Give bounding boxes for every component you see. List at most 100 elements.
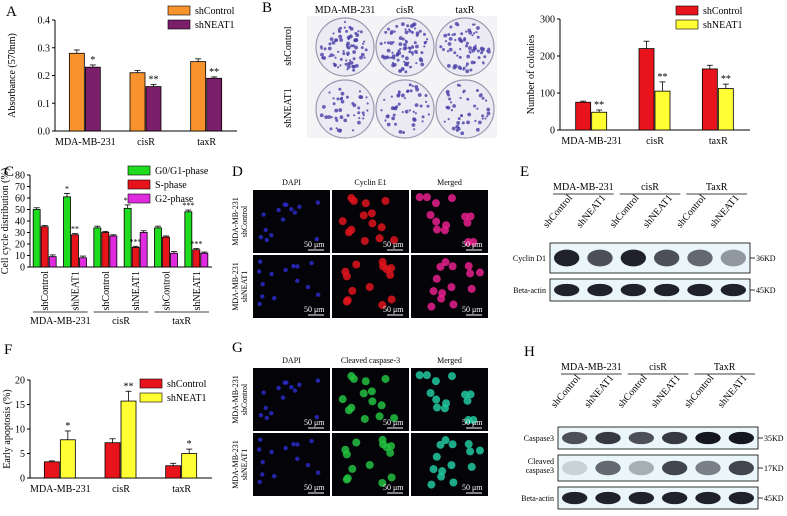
lane-label: shControl bbox=[683, 373, 717, 410]
cell bbox=[466, 447, 475, 456]
colony bbox=[486, 49, 489, 52]
protein-band bbox=[654, 249, 680, 267]
if-row-label: MDA-MB-231 bbox=[231, 440, 240, 488]
x-tick-label: MDA-MB-231 bbox=[561, 136, 622, 147]
colony bbox=[414, 44, 419, 49]
cell bbox=[441, 258, 450, 267]
colony bbox=[383, 98, 386, 101]
colony bbox=[366, 102, 369, 105]
blot-name: Beta-actin bbox=[513, 286, 546, 295]
colony bbox=[449, 25, 453, 29]
bar bbox=[654, 90, 671, 131]
cell bbox=[257, 301, 262, 307]
colony bbox=[403, 97, 407, 100]
colony bbox=[351, 102, 355, 106]
colony bbox=[354, 45, 359, 50]
protein-band bbox=[554, 249, 580, 267]
scale-bar-label: 50 μm bbox=[383, 240, 404, 249]
cell bbox=[466, 269, 475, 278]
colony bbox=[364, 48, 368, 52]
blot-size-label: 36KD bbox=[756, 254, 776, 263]
colony bbox=[399, 47, 402, 51]
significance-mark: *** bbox=[190, 240, 202, 249]
cell bbox=[467, 462, 476, 471]
protein-band bbox=[662, 431, 688, 445]
culture-dish bbox=[435, 17, 495, 77]
colony bbox=[333, 64, 337, 68]
cell bbox=[431, 199, 440, 208]
panel-label: E bbox=[520, 164, 529, 180]
lane-label: shNEAT1 bbox=[649, 373, 683, 410]
cell bbox=[348, 286, 357, 295]
cell bbox=[377, 223, 386, 232]
y-tick-label: 15 bbox=[15, 400, 25, 411]
bar bbox=[575, 101, 592, 131]
colony bbox=[404, 28, 407, 31]
cell bbox=[260, 294, 265, 299]
y-tick-label: 20 bbox=[15, 240, 25, 251]
colony-plates: MDA-MB-231 cisR taxR shControl shNEAT1 bbox=[283, 5, 497, 139]
culture-dish bbox=[315, 17, 375, 77]
colony bbox=[487, 47, 491, 51]
blot-name: Beta-actin bbox=[521, 494, 554, 503]
colony bbox=[392, 62, 397, 67]
colony bbox=[334, 116, 338, 120]
bar bbox=[71, 234, 79, 268]
colony bbox=[468, 30, 473, 35]
colony bbox=[386, 48, 391, 53]
colony bbox=[410, 45, 414, 49]
colony bbox=[352, 68, 356, 72]
colony bbox=[335, 127, 338, 130]
cell bbox=[390, 236, 399, 245]
blot-strip bbox=[557, 426, 759, 450]
colony bbox=[408, 109, 412, 112]
blot-name: Cyclin D1 bbox=[513, 254, 546, 263]
y-tick-label: 10 bbox=[15, 425, 25, 436]
lane-label: shNEAT1 bbox=[583, 373, 617, 410]
bar bbox=[200, 252, 209, 268]
colony bbox=[351, 129, 355, 132]
colony bbox=[343, 118, 348, 123]
x-tick-label: shNEAT1 bbox=[192, 271, 203, 310]
cell bbox=[449, 300, 458, 309]
colony bbox=[338, 129, 342, 133]
colony bbox=[472, 32, 476, 35]
colony bbox=[323, 47, 327, 51]
colony bbox=[414, 49, 418, 54]
x-tick-label: shNEAT1 bbox=[131, 271, 142, 310]
cell bbox=[289, 384, 294, 390]
cell bbox=[343, 296, 352, 305]
lane-label: shControl bbox=[675, 193, 709, 230]
protein-band bbox=[720, 249, 746, 267]
colony bbox=[414, 112, 417, 115]
colony bbox=[472, 46, 477, 50]
cell bbox=[448, 440, 457, 449]
colony bbox=[457, 117, 461, 121]
colony bbox=[456, 121, 461, 125]
protein-band bbox=[662, 460, 688, 476]
colony bbox=[417, 93, 422, 97]
colony bbox=[447, 42, 452, 46]
colony bbox=[447, 32, 451, 36]
colony bbox=[404, 30, 409, 35]
x-tick-label: MDA-MB-231 bbox=[55, 137, 116, 148]
colony bbox=[471, 23, 475, 26]
colony bbox=[419, 58, 424, 63]
scale-bar-label: 50 μm bbox=[383, 418, 404, 427]
colony bbox=[396, 58, 400, 62]
colony bbox=[484, 117, 487, 120]
if-column-label: DAPI bbox=[282, 178, 301, 187]
bar bbox=[109, 235, 118, 268]
cell bbox=[359, 211, 368, 220]
colony bbox=[386, 56, 389, 59]
x-tick-label: cisR bbox=[646, 136, 664, 147]
y-tick-label: 20 bbox=[15, 376, 25, 387]
colony bbox=[467, 112, 472, 117]
colony bbox=[405, 90, 409, 94]
colony bbox=[486, 111, 491, 116]
cell bbox=[260, 472, 265, 477]
panel-label: F bbox=[4, 342, 12, 358]
colony bbox=[389, 56, 392, 59]
scale-bar-label: 50 μm bbox=[462, 418, 483, 427]
blot-size-label: 45KD bbox=[756, 286, 776, 295]
